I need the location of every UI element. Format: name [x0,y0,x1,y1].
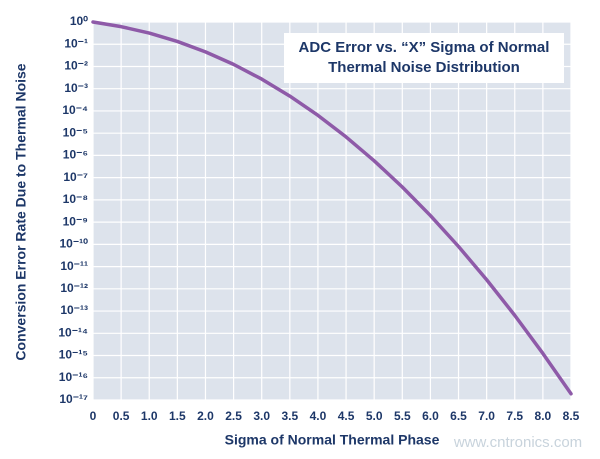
x-axis-label: Sigma of Normal Thermal Phase [225,432,440,448]
x-tick-label: 7.5 [506,409,523,423]
y-tick-label: 10⁻³ [64,81,88,95]
x-tick-label: 5.5 [394,409,411,423]
x-tick-label: 2.5 [225,409,242,423]
y-tick-label: 10⁻⁶ [63,148,88,162]
x-tick-label: 0 [90,409,97,423]
data-line [91,20,573,396]
y-tick-label: 10⁻⁵ [63,125,88,139]
y-tick-label: 10⁻¹⁵ [59,348,88,362]
x-tick-label: 2.0 [197,409,214,423]
x-tick-label: 4.5 [338,409,355,423]
chart-title: ADC Error vs. “X” Sigma of Normal [299,39,550,56]
y-tick-label: 10⁻¹³ [60,303,88,317]
x-tick-label: 5.0 [366,409,383,423]
y-tick-label: 10⁻¹¹ [60,259,88,273]
y-tick-label: 10⁻¹ [64,36,88,50]
x-tick-label: 1.0 [141,409,158,423]
y-tick-label: 10⁻¹⁷ [59,392,88,406]
watermark: www.cntronics.com [453,434,582,451]
y-tick-label: 10⁻⁴ [62,103,88,117]
y-axis-label: Conversion Error Rate Due to Thermal Noi… [13,63,29,360]
x-tick-label: 3.0 [253,409,270,423]
chart-title: Thermal Noise Distribution [328,59,520,76]
title-box [284,33,564,83]
x-tick-label: 7.0 [478,409,495,423]
y-tick-label: 10⁻⁸ [63,192,88,206]
y-tick-label: 10⁻⁷ [63,170,88,184]
plot-area [93,22,571,400]
x-tick-label: 3.5 [281,409,298,423]
y-tick-label: 10⁻² [64,59,88,73]
y-tick-label: 10⁻¹⁰ [60,237,89,251]
x-tick-label: 8.0 [535,409,552,423]
y-tick-label: 10⁻¹⁴ [58,325,88,339]
x-tick-label: 0.5 [113,409,130,423]
x-tick-label: 6.0 [422,409,439,423]
x-tick-label: 4.0 [310,409,327,423]
y-tick-label: 10⁻⁹ [63,214,88,228]
x-tick-label: 1.5 [169,409,186,423]
y-tick-label: 10⁻¹² [60,281,88,295]
y-tick-label: 10⁰ [70,14,88,28]
x-tick-label: 6.5 [450,409,467,423]
x-tick-label: 8.5 [563,409,580,423]
y-tick-label: 10⁻¹⁶ [59,370,88,384]
